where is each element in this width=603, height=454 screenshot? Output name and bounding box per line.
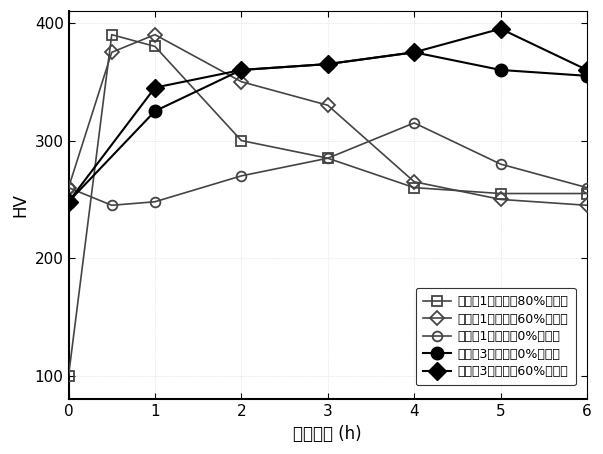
发明例3合金变形0%后时效 [238, 67, 245, 73]
Legend: 比较例1合金变形80%后时效, 比较例1合金变形60%后时效, 比较例1合金变形0%后时效, 发明例3合金变形0%后时效, 发明例3合金变形60%后时效: 比较例1合金变形80%后时效, 比较例1合金变形60%后时效, 比较例1合金变形… [416, 288, 576, 385]
发明例3合金变形60%后时效 [324, 61, 332, 67]
比较例1合金变形60%后时效 [497, 197, 504, 202]
比较例1合金变形0%后时效 [238, 173, 245, 178]
比较例1合金变形60%后时效 [583, 202, 590, 208]
比较例1合金变形60%后时效 [238, 79, 245, 84]
比较例1合金变形0%后时效 [108, 202, 115, 208]
比较例1合金变形80%后时效 [108, 32, 115, 37]
发明例3合金变形0%后时效 [411, 49, 418, 55]
发明例3合金变形60%后时效 [497, 26, 504, 31]
比较例1合金变形80%后时效 [238, 138, 245, 143]
比较例1合金变形0%后时效 [151, 199, 159, 204]
比较例1合金变形80%后时效 [324, 155, 332, 161]
比较例1合金变形60%后时效 [324, 103, 332, 108]
Line: 比较例1合金变形60%后时效: 比较例1合金变形60%后时效 [64, 30, 592, 210]
比较例1合金变形80%后时效 [151, 44, 159, 49]
比较例1合金变形0%后时效 [65, 185, 72, 190]
发明例3合金变形0%后时效 [151, 109, 159, 114]
Line: 发明例3合金变形0%后时效: 发明例3合金变形0%后时效 [62, 46, 593, 208]
Line: 比较例1合金变形80%后时效: 比较例1合金变形80%后时效 [64, 30, 592, 381]
Line: 发明例3合金变形60%后时效: 发明例3合金变形60%后时效 [62, 23, 593, 208]
发明例3合金变形60%后时效 [238, 67, 245, 73]
比较例1合金变形0%后时效 [583, 185, 590, 190]
比较例1合金变形0%后时效 [324, 155, 332, 161]
X-axis label: 时效时间 (h): 时效时间 (h) [294, 425, 362, 443]
比较例1合金变形80%后时效 [497, 191, 504, 196]
发明例3合金变形60%后时效 [583, 67, 590, 73]
比较例1合金变形60%后时效 [65, 185, 72, 190]
发明例3合金变形0%后时效 [583, 73, 590, 79]
比较例1合金变形60%后时效 [151, 32, 159, 37]
发明例3合金变形60%后时效 [65, 199, 72, 204]
发明例3合金变形0%后时效 [65, 199, 72, 204]
发明例3合金变形0%后时效 [497, 67, 504, 73]
比较例1合金变形0%后时效 [411, 120, 418, 126]
发明例3合金变形60%后时效 [151, 85, 159, 90]
发明例3合金变形0%后时效 [324, 61, 332, 67]
比较例1合金变形0%后时效 [497, 161, 504, 167]
比较例1合金变形80%后时效 [583, 191, 590, 196]
发明例3合金变形60%后时效 [411, 49, 418, 55]
比较例1合金变形60%后时效 [108, 49, 115, 55]
Y-axis label: HV: HV [11, 193, 29, 217]
比较例1合金变形80%后时效 [411, 185, 418, 190]
比较例1合金变形60%后时效 [411, 179, 418, 184]
比较例1合金变形80%后时效 [65, 373, 72, 379]
Line: 比较例1合金变形0%后时效: 比较例1合金变形0%后时效 [64, 118, 592, 210]
